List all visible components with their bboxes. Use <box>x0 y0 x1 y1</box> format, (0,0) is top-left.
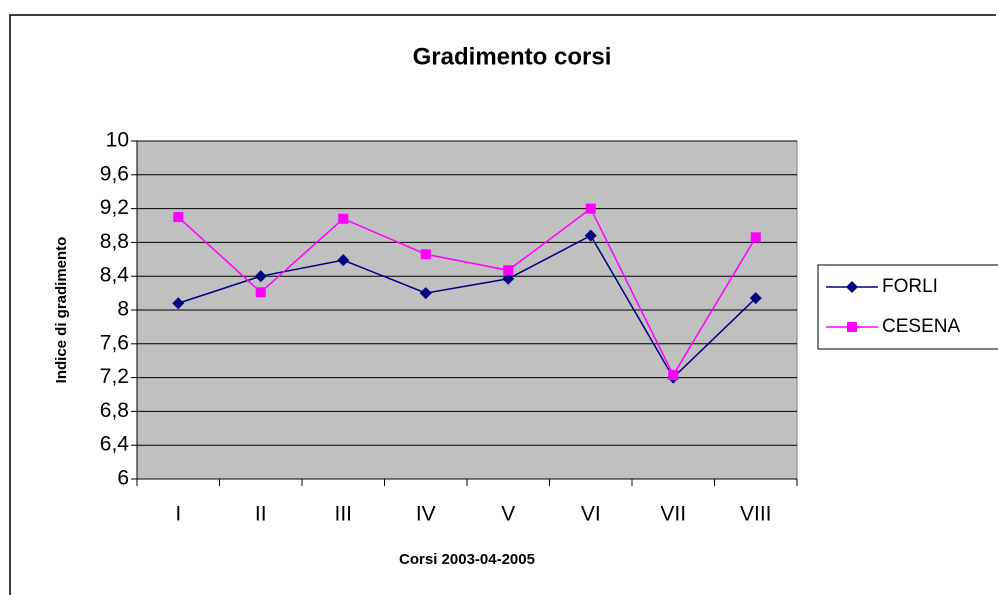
y-tick-label: 6,8 <box>100 399 129 422</box>
data-point <box>254 270 267 283</box>
data-point <box>502 272 515 285</box>
legend-box <box>817 264 998 350</box>
legend-label: CESENA <box>882 316 960 337</box>
x-axis-label: Corsi 2003-04-2005 <box>399 551 535 568</box>
x-tick-label: IV <box>416 503 436 526</box>
x-tick-label: VIII <box>740 503 772 526</box>
data-point <box>337 254 350 267</box>
chart-border <box>9 14 996 595</box>
y-tick-label: 9,2 <box>100 196 129 219</box>
data-point <box>255 287 266 298</box>
data-point <box>585 203 596 214</box>
y-tick-label: 8 <box>117 298 129 321</box>
x-tick-label: VI <box>581 503 601 526</box>
data-point <box>173 212 184 223</box>
y-tick-label: 8,4 <box>100 264 130 287</box>
legend-marker <box>846 281 858 293</box>
series-line <box>177 207 757 377</box>
x-tick-label: VII <box>660 503 686 526</box>
x-tick-label: III <box>334 503 352 526</box>
y-tick-label: 6 <box>117 467 129 490</box>
data-point <box>338 213 349 224</box>
x-tick-label: I <box>175 503 181 526</box>
series-line <box>178 234 757 379</box>
legend-marker <box>847 322 857 332</box>
y-tick-label: 10 <box>106 129 129 152</box>
y-tick-label: 7,2 <box>100 365 129 388</box>
legend-label: FORLI <box>882 276 938 297</box>
x-tick-label: V <box>501 503 515 526</box>
x-tick-label: II <box>255 503 267 526</box>
data-point <box>419 287 432 300</box>
y-axis-label: Indice di gradimento <box>53 237 70 384</box>
y-tick-label: 9,6 <box>100 162 129 185</box>
data-point <box>668 370 679 381</box>
data-point <box>503 265 514 276</box>
data-point <box>172 297 185 310</box>
data-point <box>584 229 597 242</box>
data-point <box>749 292 762 305</box>
y-tick-label: 6,4 <box>100 433 130 456</box>
y-tick-label: 8,8 <box>100 230 129 253</box>
data-point <box>420 249 431 260</box>
chart-title: Gradimento corsi <box>413 43 612 70</box>
data-point <box>750 232 761 243</box>
y-tick-label: 7,6 <box>100 331 129 354</box>
